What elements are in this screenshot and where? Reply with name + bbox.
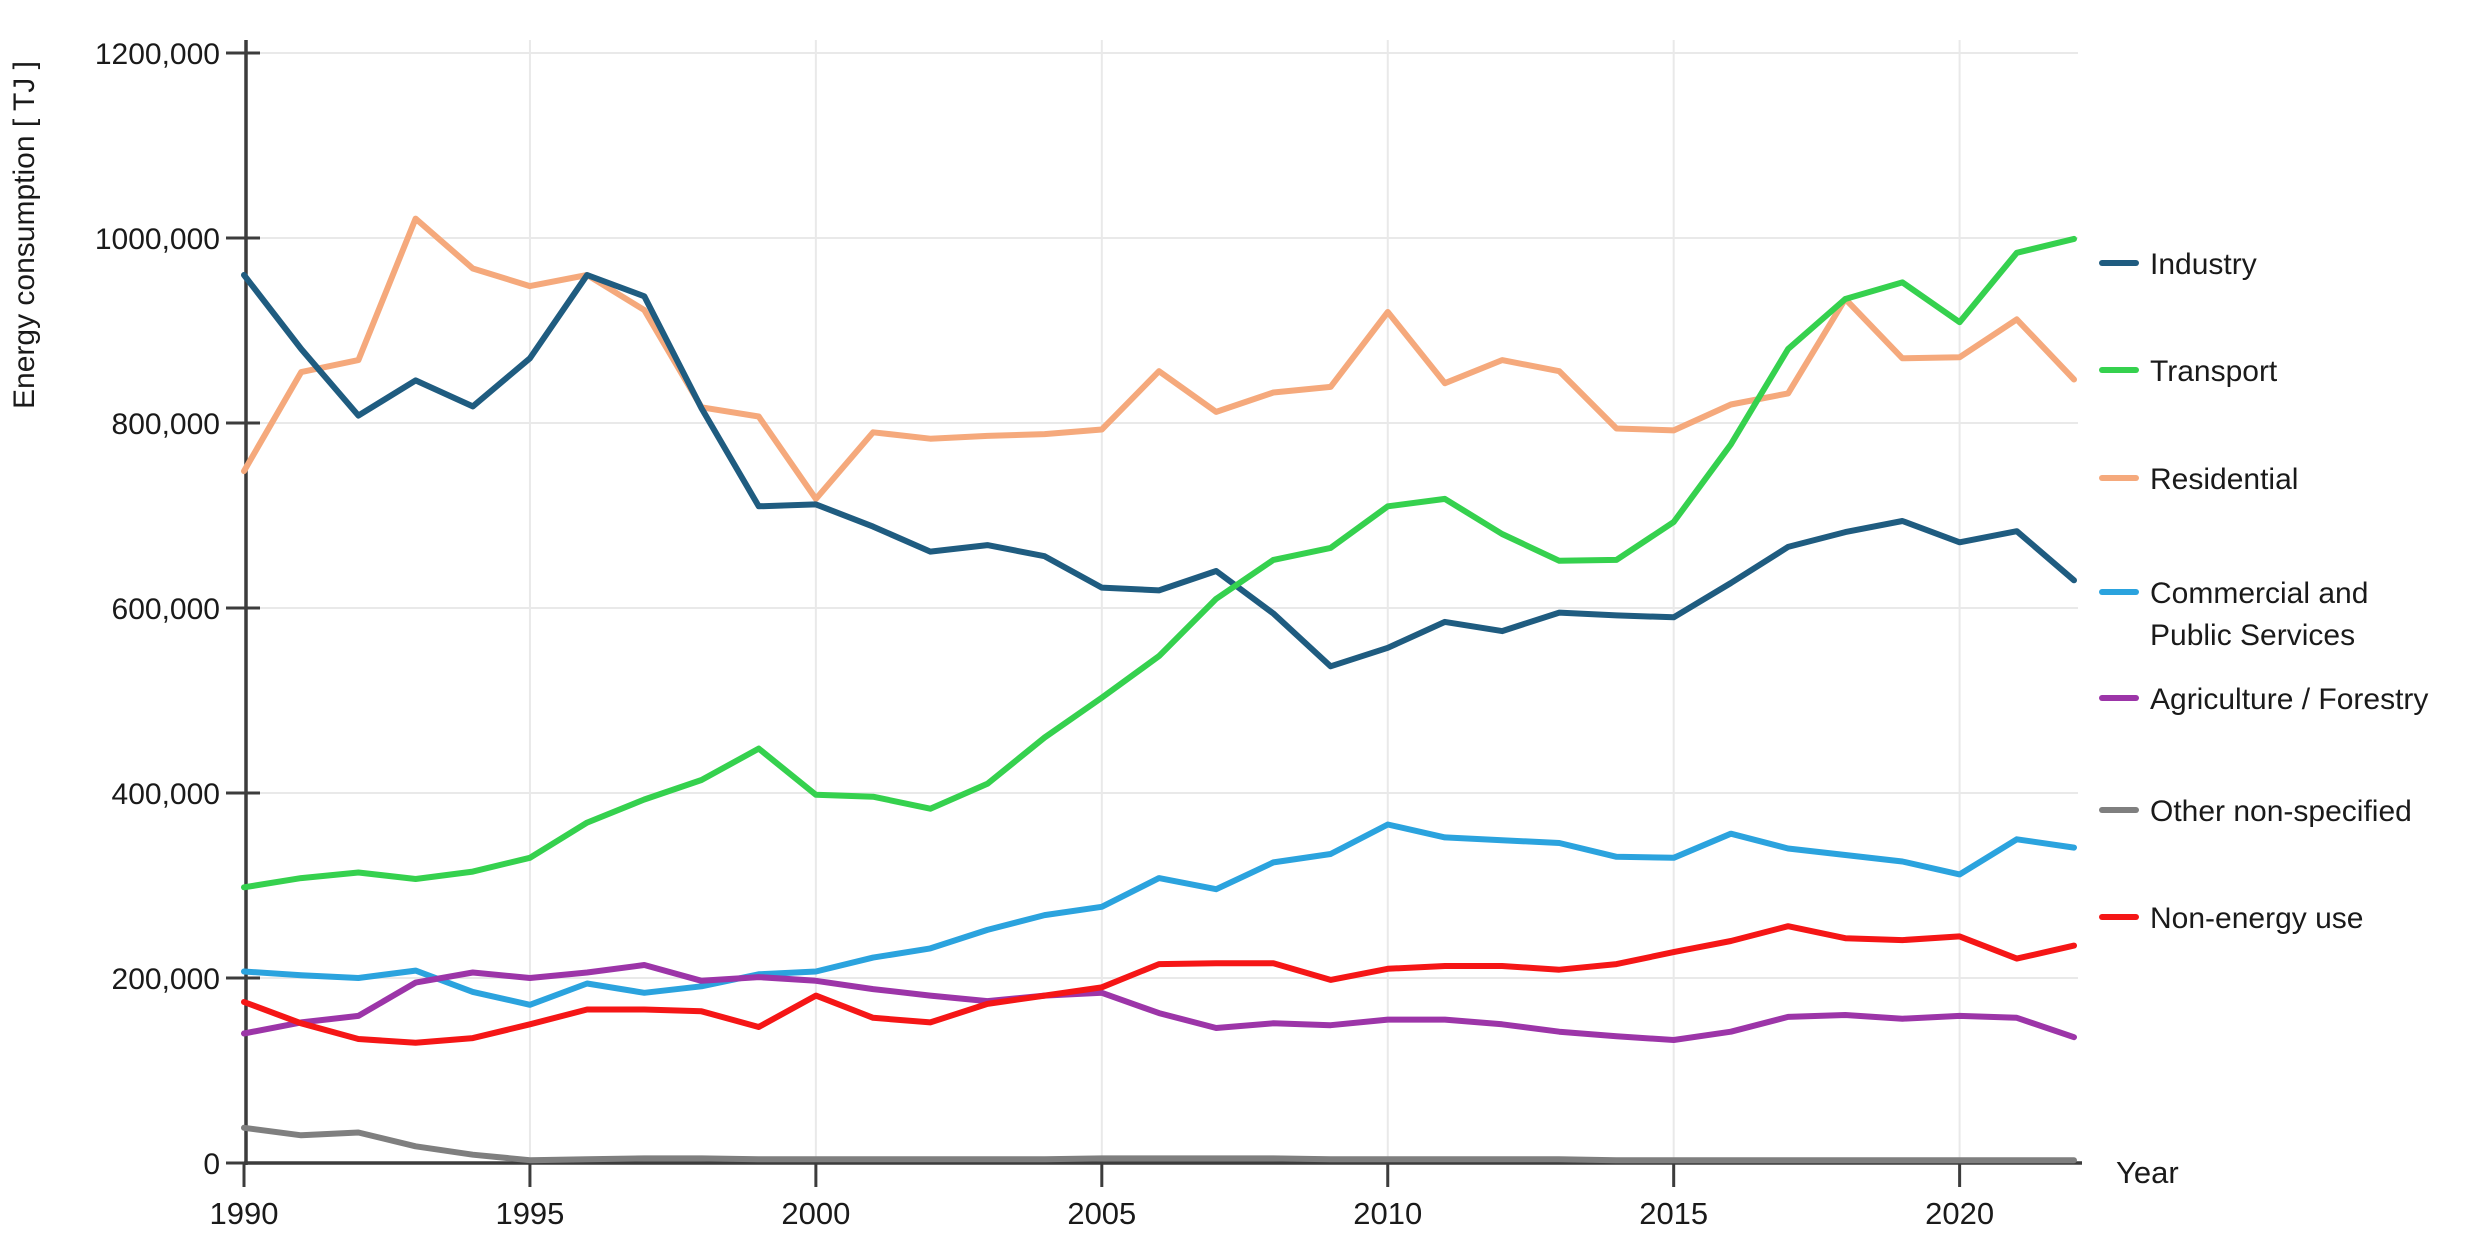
- x-tick-label: 2015: [1639, 1196, 1708, 1231]
- y-tick-label: 600,000: [112, 593, 220, 626]
- gridlines: [246, 40, 2078, 1163]
- legend-label-agriculture-forestry: Agriculture / Forestry: [2150, 683, 2428, 716]
- y-tick-label: 0: [203, 1148, 220, 1181]
- line-transport: [241, 235, 2077, 891]
- x-axis-title: Year: [2116, 1155, 2179, 1190]
- x-tick-label: 2005: [1067, 1196, 1136, 1231]
- legend-label-non-energy-use: Non-energy use: [2150, 902, 2363, 935]
- y-tick-label: 1200,000: [95, 38, 220, 71]
- x-tick-label: 1990: [210, 1196, 279, 1231]
- x-tick-label: 1995: [495, 1196, 564, 1231]
- line-other-non-specified: [241, 1124, 2077, 1164]
- legend-label-residential: Residential: [2150, 463, 2298, 496]
- x-tick-label: 2000: [781, 1196, 850, 1231]
- legend: Industry Transport Residential Commercial a…: [2099, 248, 2428, 935]
- axes: [226, 40, 2082, 1187]
- line-agriculture-forestry: [241, 962, 2077, 1043]
- tick-labels: 0 200,000 400,000 600,000 800,000 1000,000 120…: [8, 38, 2179, 1231]
- line-industry: [241, 272, 2077, 670]
- series-lines: [241, 215, 2077, 1164]
- line-residential: [241, 215, 2077, 502]
- legend-label-other-non-specified: Other non-specified: [2150, 795, 2412, 828]
- legend-label-industry: Industry: [2150, 248, 2257, 281]
- line-non-energy-use: [241, 923, 2077, 1046]
- x-tick-label: 2020: [1925, 1196, 1994, 1231]
- y-tick-label: 400,000: [112, 778, 220, 811]
- x-tick-label: 2010: [1353, 1196, 1422, 1231]
- y-tick-label: 200,000: [112, 963, 220, 996]
- y-axis-title: Energy consumption [ TJ ]: [8, 61, 41, 409]
- line-commercial-and-public-services: [241, 821, 2077, 1008]
- y-tick-label: 800,000: [112, 408, 220, 441]
- y-tick-label: 1000,000: [95, 223, 220, 256]
- legend-label-transport: Transport: [2150, 355, 2278, 388]
- legend-label-commercial-and-public-services: Public Services: [2150, 619, 2355, 652]
- legend-label-commercial-and-public-services: Commercial and: [2150, 577, 2368, 610]
